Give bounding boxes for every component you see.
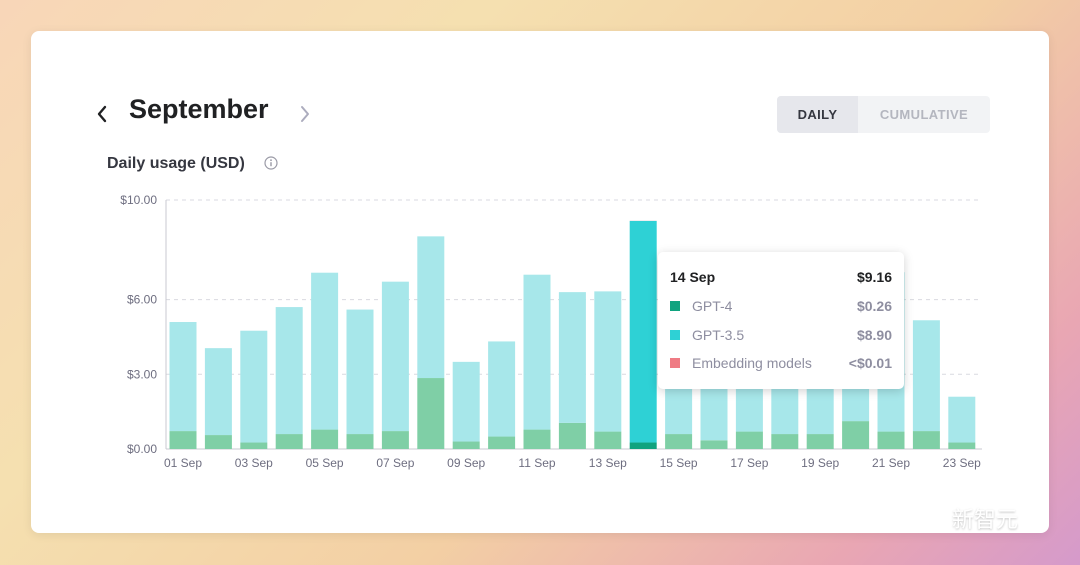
bar-gpt-3-5[interactable] [912,320,940,432]
x-tick-label: 17 Sep [730,456,768,470]
tooltip-row: GPT-4 $0.26 [670,298,892,314]
bar-gpt-4[interactable] [275,434,303,449]
bar-gpt-3-5[interactable] [488,341,516,437]
x-tick-label: 11 Sep [518,456,555,470]
bar-gpt-4[interactable] [169,431,197,449]
bar-gpt-3-5[interactable] [381,281,409,432]
x-tick-label: 07 Sep [376,456,414,470]
cumulative-view-button[interactable]: CUMULATIVE [879,107,969,122]
bar-gpt-4[interactable] [948,442,976,449]
previous-month-button[interactable] [90,100,114,128]
bar-gpt-3-5[interactable] [523,274,551,430]
x-tick-label: 03 Sep [235,456,273,470]
bar-gpt-4[interactable] [877,431,905,449]
bar-gpt-4[interactable] [204,435,232,449]
embedding-swatch [670,358,680,368]
bar-gpt-3-5[interactable] [594,291,622,432]
bar-gpt-4[interactable] [700,440,728,449]
bar-gpt-4[interactable] [771,434,799,449]
month-title: September [129,94,269,124]
bar-gpt-3-5[interactable] [417,236,445,379]
bar-gpt-4[interactable] [842,421,870,449]
bar-gpt-3-5[interactable] [629,220,657,443]
tooltip-date: 14 Sep [670,269,716,285]
bar-gpt-4[interactable] [452,441,480,449]
daily-view-button[interactable]: DAILY [777,96,858,133]
bar-gpt-4[interactable] [912,431,940,449]
bar-gpt-4[interactable] [629,442,657,449]
y-tick-label: $3.00 [127,367,157,381]
bar-gpt-4[interactable] [311,429,339,449]
tooltip-series-name: GPT-4 [692,298,733,314]
bar-gpt-3-5[interactable] [346,309,374,435]
tooltip-series-name: GPT-3.5 [692,327,745,343]
info-icon[interactable] [264,156,278,170]
x-tick-label: 19 Sep [801,456,839,470]
y-tick-label: $0.00 [127,442,157,456]
x-tick-label: 13 Sep [589,456,627,470]
tooltip-series-value: $8.90 [856,327,892,343]
bar-gpt-3-5[interactable] [275,307,303,435]
wechat-icon [911,506,943,529]
bar-gpt-4[interactable] [665,434,693,449]
bar-gpt-4[interactable] [806,434,834,449]
chevron-left-icon [97,105,107,123]
tooltip-series-value: <$0.01 [848,355,892,371]
x-tick-label: 01 Sep [164,456,202,470]
view-toggle: DAILY CUMULATIVE [777,96,990,133]
bar-gpt-3-5[interactable] [204,348,232,436]
tooltip-total: $9.16 [856,269,892,285]
bar-gpt-4[interactable] [346,434,374,449]
tooltip-header: 14 Sep $9.16 [670,269,892,285]
bar-gpt-4[interactable] [417,378,445,449]
bar-gpt-4[interactable] [488,436,516,449]
bar-gpt-4[interactable] [558,422,586,449]
gpt35-swatch [670,330,680,340]
gpt4-swatch [670,301,680,311]
bar-gpt-4[interactable] [594,431,622,449]
bar-gpt-3-5[interactable] [311,272,339,430]
chart-subtitle: Daily usage (USD) [107,155,245,172]
tooltip-series-value: $0.26 [856,298,892,314]
tooltip-row: Embedding models <$0.01 [670,355,892,371]
x-tick-label: 21 Sep [872,456,910,470]
bar-gpt-4[interactable] [381,431,409,449]
next-month-button[interactable] [293,100,317,128]
bar-gpt-3-5[interactable] [240,330,268,443]
bar-gpt-3-5[interactable] [558,292,586,423]
usage-tooltip: 14 Sep $9.16 GPT-4 $0.26 GPT-3.5 $8.90 E… [658,252,904,389]
watermark: 新智元 [910,502,1018,534]
tooltip-series-name: Embedding models [692,355,812,371]
x-tick-label: 05 Sep [306,456,344,470]
chevron-right-icon [301,106,309,122]
bar-gpt-3-5[interactable] [948,396,976,443]
bar-gpt-3-5[interactable] [169,322,197,432]
bar-gpt-3-5[interactable] [452,361,480,442]
tooltip-row: GPT-3.5 $8.90 [670,327,892,343]
bar-gpt-4[interactable] [523,429,551,449]
y-tick-label: $6.00 [127,293,157,307]
x-tick-label: 23 Sep [943,456,981,470]
bar-gpt-4[interactable] [735,431,763,449]
x-tick-label: 15 Sep [660,456,698,470]
bar-gpt-4[interactable] [240,442,268,449]
x-tick-label: 09 Sep [447,456,485,470]
watermark-text: 新智元 [952,507,1019,532]
y-tick-label: $10.00 [120,193,157,207]
